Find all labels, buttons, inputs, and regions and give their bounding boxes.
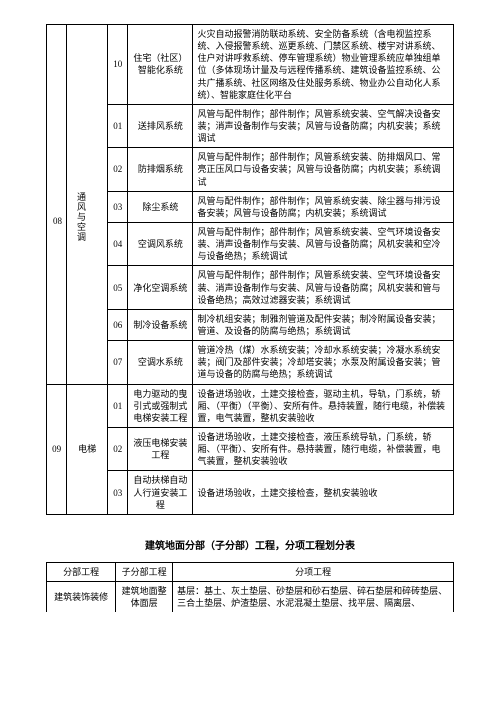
table-row: 05 净化空调系统 风管与配件制作；部件制作；风管系统安装、空气环境设备安装、消… — [47, 266, 454, 309]
table-row: 02 防排烟系统 风管与配件制作；部件制作；风管系统安装、防排烟风口、常亮正压风… — [47, 148, 454, 191]
row-name: 空调风系统 — [128, 222, 193, 265]
row-num: 10 — [108, 25, 128, 105]
row-num: 01 — [108, 104, 128, 147]
table-row: 01 送排风系统 风管与配件制作；部件制作；风管系统安装、空气解决设备安装；消声… — [47, 104, 454, 147]
table-row: 07 空调水系统 管道冷热（煤）水系统安装；冷却水系统安装；冷凝水系统安装；阀门… — [47, 341, 454, 384]
table-row: 02 液压电梯安装工程 设备进场验收，土建交接检查，液压系统导轨，门系统，轿厢、… — [47, 427, 454, 470]
group08-code: 08 — [53, 216, 62, 226]
table-row: 分部工程 子分部工程 分项工程 — [47, 562, 454, 581]
table-row: 10 住宅（社区）智能化系统 火灾自动报警消防联动系统、安全防备系统（含电视监控… — [47, 25, 454, 105]
cell: 建筑装饰装修 — [47, 581, 116, 612]
table-row: 04 空调风系统 风管与配件制作；部件制作；风管系统安装、空气环境设备安装、消声… — [47, 222, 454, 265]
row-name: 自动扶梯自动人行道安装工程 — [128, 471, 193, 514]
row-desc: 设备进场验收，土建交接检查，驱动主机，导轨，门系统，轿厢、（平衡）（平衡）、安所… — [193, 385, 454, 428]
table-row: 06 制冷设备系统 制冷机组安装；制雅剂管道及配件安装；制冷附属设备安装；管道、… — [47, 309, 454, 340]
row-name: 防排烟系统 — [128, 148, 193, 191]
table-row: 03 自动扶梯自动人行道安装工程 设备进场验收，土建交接检查，整机安装验收 — [47, 471, 454, 514]
secondary-table: 分部工程 子分部工程 分项工程 建筑装饰装修 建筑地面整体面层 基层：基土、灰土… — [46, 562, 454, 612]
row-desc: 风管与配件制作；部件制作；风管系统安装、除尘器与排污设备安装；风管与设备防腐；内… — [193, 191, 454, 222]
row-num: 06 — [108, 309, 128, 340]
row-num: 04 — [108, 222, 128, 265]
row-name: 住宅（社区）智能化系统 — [128, 25, 193, 105]
row-desc: 风管与配件制作；部件制作；风管系统安装、空气环境设备安装、消声设备制作与安装、风… — [193, 222, 454, 265]
row-num: 02 — [108, 148, 128, 191]
table-row: 建筑装饰装修 建筑地面整体面层 基层：基土、灰土垫层、砂垫层和砂石垫层、碎石垫层… — [47, 581, 454, 612]
empty-cell — [47, 25, 67, 385]
group09-code: 09 — [47, 385, 67, 515]
table-row: 09 电梯 01 电力驱动的曳引式或强制式电梯安装工程 设备进场验收，土建交接检… — [47, 385, 454, 428]
row-desc: 设备进场验收，土建交接检查，液压系统导轨，门系统，轿厢、（平衡）、安所有件。悬持… — [193, 427, 454, 470]
row-desc: 风管与配件制作；部件制作；风管系统安装、空气解决设备安装；消声设备制作与安装；风… — [193, 104, 454, 147]
row-num: 02 — [108, 427, 128, 470]
row-name: 除尘系统 — [128, 191, 193, 222]
row-desc: 火灾自动报警消防联动系统、安全防备系统（含电视监控系统、入侵报警系统、巡更系统、… — [193, 25, 454, 105]
row-desc: 设备进场验收，土建交接检查，整机安装验收 — [193, 471, 454, 514]
group08-cat: 通风与空调 — [75, 192, 88, 242]
main-table: 10 住宅（社区）智能化系统 火灾自动报警消防联动系统、安全防备系统（含电视监控… — [46, 24, 454, 385]
table-09: 09 电梯 01 电力驱动的曳引式或强制式电梯安装工程 设备进场验收，土建交接检… — [46, 385, 454, 515]
row-name: 制冷设备系统 — [128, 309, 193, 340]
row-num: 01 — [108, 385, 128, 428]
row-desc: 风管与配件制作；部件制作；风管系统安装、防排烟风口、常亮正压风口与设备安装；风管… — [193, 148, 454, 191]
row-num: 07 — [108, 341, 128, 384]
row-name: 电力驱动的曳引式或强制式电梯安装工程 — [128, 385, 193, 428]
cell: 基层：基土、灰土垫层、砂垫层和砂石垫层、碎石垫层和碎砖垫层、三合土垫层、炉渣垫层… — [173, 581, 454, 612]
row-num: 05 — [108, 266, 128, 309]
table-row: 03 除尘系统 风管与配件制作；部件制作；风管系统安装、除尘器与排污设备安装；风… — [47, 191, 454, 222]
row-num: 03 — [108, 191, 128, 222]
row-name: 液压电梯安装工程 — [128, 427, 193, 470]
row-desc: 管道冷热（煤）水系统安装；冷却水系统安装；冷凝水系统安装；阀门及部件安装；冷却塔… — [193, 341, 454, 384]
row-name: 送排风系统 — [128, 104, 193, 147]
row-num: 03 — [108, 471, 128, 514]
group09-cat: 电梯 — [67, 385, 108, 515]
header-cell: 分项工程 — [173, 562, 454, 581]
cell: 建筑地面整体面层 — [116, 581, 173, 612]
header-cell: 分部工程 — [47, 562, 116, 581]
row-desc: 制冷机组安装；制雅剂管道及配件安装；制冷附属设备安装；管道、及设备的防腐与绝热；… — [193, 309, 454, 340]
header-cell: 子分部工程 — [116, 562, 173, 581]
row-desc: 风管与配件制作；部件制作；风管系统安装、空气环境设备安装、消声设备制作与安装、风… — [193, 266, 454, 309]
section-title: 建筑地面分部（子分部）工程，分项工程划分表 — [46, 537, 454, 552]
row-name: 净化空调系统 — [128, 266, 193, 309]
row-name: 空调水系统 — [128, 341, 193, 384]
